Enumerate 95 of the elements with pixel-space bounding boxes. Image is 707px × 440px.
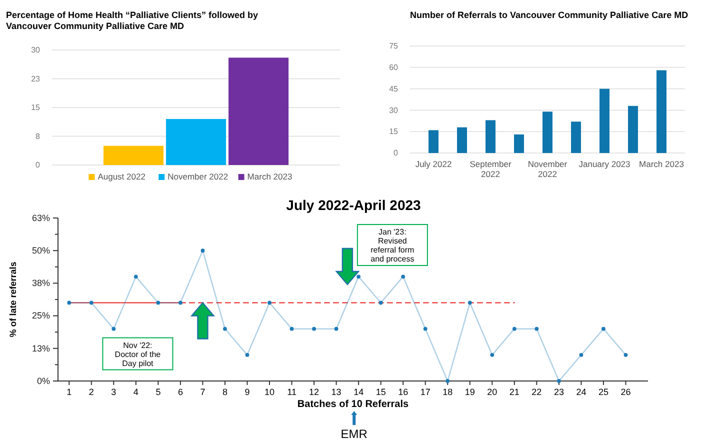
chart-title: July 2022-April 2023 bbox=[286, 197, 422, 213]
y-tick-label: 75 bbox=[389, 42, 399, 51]
bar bbox=[228, 58, 289, 165]
x-tick-label: 11 bbox=[287, 387, 296, 397]
point bbox=[112, 326, 116, 331]
point bbox=[534, 326, 539, 331]
y-tick-label: 0 bbox=[36, 160, 41, 170]
point bbox=[178, 300, 182, 305]
y-tick-label: 63% bbox=[32, 212, 50, 223]
x-tick-label: 25 bbox=[598, 387, 608, 397]
bar bbox=[486, 120, 496, 153]
point bbox=[134, 274, 138, 279]
y-tick-label: 8 bbox=[36, 132, 41, 141]
bar bbox=[457, 127, 467, 153]
point bbox=[378, 300, 383, 305]
point bbox=[556, 379, 561, 383]
point bbox=[67, 300, 72, 305]
text: EMR bbox=[340, 427, 368, 440]
point bbox=[602, 326, 606, 331]
x-tick-label: March 2023 bbox=[639, 159, 684, 169]
y-tick-label: 23 bbox=[31, 74, 41, 84]
y-tick-label: 50% bbox=[32, 245, 50, 256]
x-tick-label: 6 bbox=[178, 387, 183, 397]
y-tick-label: 30 bbox=[31, 46, 41, 55]
point bbox=[334, 326, 338, 331]
x-tick-label: 14 bbox=[354, 387, 364, 397]
point bbox=[624, 352, 628, 357]
y-tick-label: 30 bbox=[389, 106, 399, 115]
y-tick-label: 13% bbox=[32, 343, 50, 354]
x-tick-label: 15 bbox=[376, 387, 386, 397]
chart-title: Percentage of Home Health “Palliative Clients” followed by Vancouver Community Palliative Care MD bbox=[6, 10, 258, 31]
x-tick-label: 8 bbox=[222, 387, 228, 397]
y-tick-label: 0% bbox=[36, 376, 50, 386]
point bbox=[156, 300, 160, 305]
bar bbox=[656, 70, 666, 153]
y-axis-title: % of late referrals bbox=[8, 262, 18, 338]
bar bbox=[628, 106, 638, 153]
x-tick-label: 16 bbox=[398, 387, 408, 397]
y-tick-label: 45 bbox=[389, 84, 399, 94]
chart-title: Number of Referrals to Vancouver Community Palliative Care MD bbox=[410, 10, 689, 20]
x-tick-label: 17 bbox=[420, 387, 430, 397]
x-tick-label: 9 bbox=[244, 387, 250, 397]
bar bbox=[428, 130, 438, 153]
x-tick-label: 26 bbox=[620, 387, 631, 397]
x-axis-title: Batches of 10 Referrals bbox=[297, 399, 410, 410]
point bbox=[245, 352, 250, 357]
x-tick-label: 24 bbox=[576, 387, 586, 397]
annotation: Jan '23: Revised referral form and process bbox=[370, 228, 415, 264]
x-tick-label: 23 bbox=[554, 387, 564, 397]
x-tick-label: 22 bbox=[532, 387, 542, 397]
point bbox=[89, 300, 94, 305]
legend-label: August 2022 bbox=[98, 172, 146, 182]
bar bbox=[600, 88, 610, 153]
y-tick-label: 60 bbox=[389, 62, 399, 72]
y-tick-label: 15 bbox=[389, 127, 399, 136]
x-tick-label: 21 bbox=[509, 387, 520, 397]
y-tick-label: 15 bbox=[31, 103, 41, 112]
annotation: Nov '22: Doctor of the Day pilot bbox=[114, 340, 162, 368]
x-tick-label: 4 bbox=[133, 387, 138, 397]
point bbox=[290, 326, 294, 331]
x-tick-label: 1 bbox=[66, 387, 72, 397]
x-tick-label: September 2022 bbox=[470, 159, 512, 179]
x-tick-label: 19 bbox=[464, 387, 475, 397]
x-tick-label: November 2022 bbox=[528, 159, 568, 179]
x-tick-label: 10 bbox=[264, 387, 275, 397]
x-tick-label: July 2022 bbox=[415, 159, 452, 169]
bar bbox=[514, 134, 524, 153]
x-tick-label: 13 bbox=[331, 387, 342, 397]
point bbox=[468, 300, 472, 305]
x-tick-label: 5 bbox=[156, 387, 161, 397]
x-tick-label: 12 bbox=[309, 387, 320, 397]
point bbox=[446, 379, 450, 383]
point bbox=[268, 300, 272, 305]
point bbox=[579, 352, 584, 357]
y-tick-label: 0 bbox=[394, 148, 399, 158]
point bbox=[223, 326, 227, 331]
point bbox=[312, 326, 316, 331]
point bbox=[512, 326, 516, 331]
point bbox=[401, 274, 406, 279]
point bbox=[356, 274, 361, 279]
x-tick-label: 3 bbox=[111, 387, 116, 397]
point bbox=[200, 248, 205, 253]
x-tick-label: 7 bbox=[200, 387, 206, 397]
x-tick-label: January 2023 bbox=[578, 159, 631, 169]
bar bbox=[571, 122, 581, 153]
bar bbox=[542, 112, 552, 153]
bar bbox=[166, 119, 226, 165]
y-tick-label: 25% bbox=[32, 310, 50, 321]
y-tick-label: 38% bbox=[32, 278, 50, 288]
point bbox=[423, 326, 428, 331]
point bbox=[490, 352, 494, 357]
x-tick-label: 18 bbox=[442, 387, 453, 397]
bar bbox=[103, 146, 164, 165]
x-tick-label: 2 bbox=[88, 387, 94, 397]
x-tick-label: 20 bbox=[487, 387, 498, 397]
